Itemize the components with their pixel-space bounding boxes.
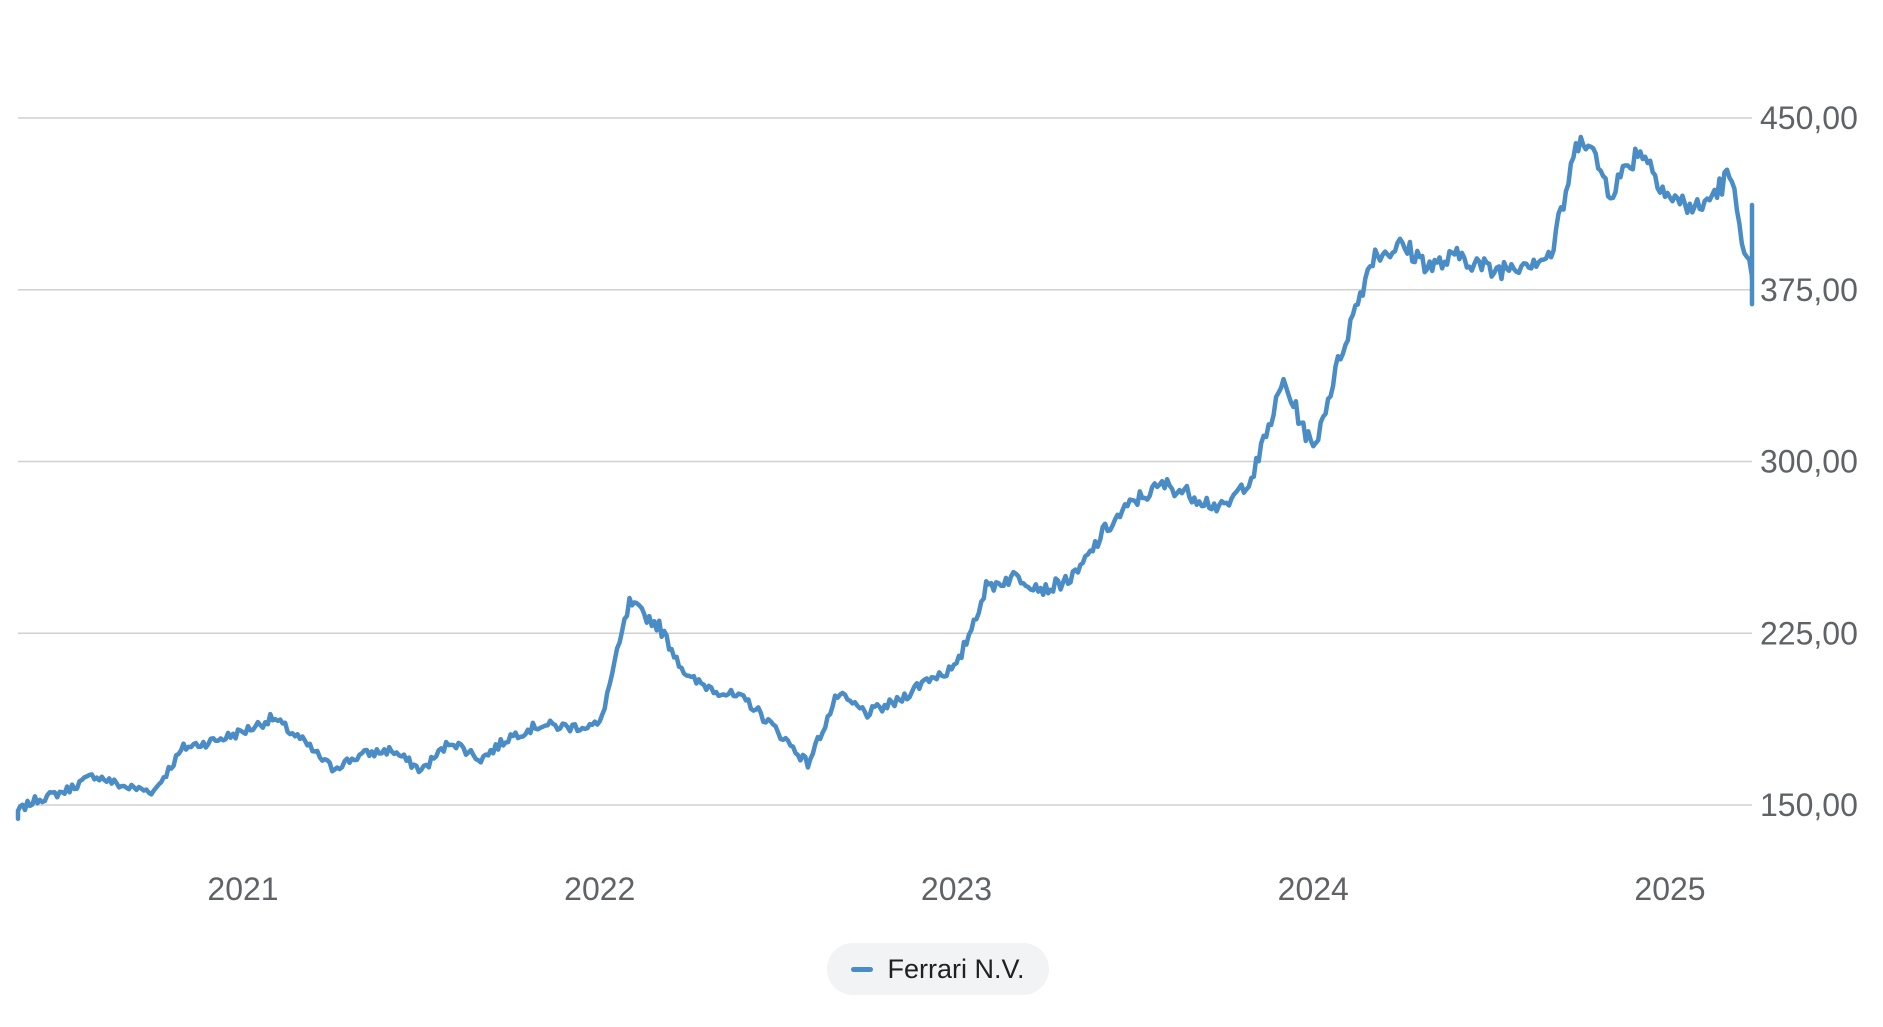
data-point	[955, 666, 959, 670]
data-point	[1728, 173, 1732, 177]
y-tick-label: 225,00	[1760, 615, 1858, 651]
data-point	[746, 700, 750, 704]
data-point	[390, 748, 394, 752]
data-point	[1757, 311, 1761, 315]
data-point	[568, 725, 572, 729]
legend-swatch	[851, 966, 874, 972]
data-point	[211, 739, 215, 743]
data-point	[182, 746, 186, 750]
data-point	[1638, 146, 1642, 150]
data-point	[984, 586, 988, 590]
data-point	[449, 739, 453, 743]
data-point	[1163, 482, 1167, 486]
series-layer	[3, 128, 1791, 822]
data-point	[806, 762, 810, 766]
data-point	[1311, 448, 1315, 452]
data-point	[1460, 253, 1464, 257]
data-point	[1549, 253, 1553, 257]
data-point	[1282, 379, 1286, 383]
data-point	[271, 716, 275, 720]
data-point	[1192, 494, 1196, 498]
data-point	[1668, 196, 1672, 200]
data-point	[360, 753, 364, 757]
data-point	[865, 711, 869, 715]
data-point	[598, 723, 602, 727]
data-point	[1014, 574, 1018, 578]
data-point	[657, 624, 661, 628]
data-point	[92, 773, 96, 777]
data-point	[1400, 244, 1404, 248]
x-tick-label: 2021	[207, 871, 278, 907]
data-point	[776, 730, 780, 734]
data-point	[241, 730, 245, 734]
data-point	[152, 789, 156, 793]
data-point	[479, 757, 483, 761]
y-tick-label: 450,00	[1760, 100, 1858, 136]
data-point	[1430, 265, 1434, 269]
data-point	[1341, 345, 1345, 349]
data-point	[717, 689, 721, 693]
data-point	[33, 798, 37, 802]
data-point	[538, 723, 542, 727]
legend-chip[interactable]: Ferrari N.V.	[827, 943, 1049, 995]
data-point	[1519, 260, 1523, 264]
data-point	[628, 602, 632, 606]
y-tick-label: 300,00	[1760, 444, 1858, 480]
legend-label: Ferrari N.V.	[887, 953, 1025, 984]
y-tick-label: 150,00	[1760, 787, 1858, 823]
y-axis: 150,00 225,00 300,00 375,00 450,00	[1760, 100, 1858, 823]
data-point	[301, 739, 305, 743]
data-point	[330, 766, 334, 770]
data-point	[1044, 588, 1048, 592]
data-point	[1490, 269, 1494, 273]
data-point	[1103, 528, 1107, 532]
x-tick-label: 2023	[921, 871, 992, 907]
data-point	[3, 817, 7, 821]
data-point	[895, 700, 899, 704]
data-point	[122, 785, 126, 789]
data-point	[1073, 574, 1077, 578]
x-tick-label: 2024	[1278, 871, 1349, 907]
data-point	[1698, 208, 1702, 212]
data-point	[925, 677, 929, 681]
data-point	[836, 693, 840, 697]
series-line-ferrari	[15, 134, 1755, 822]
data-point	[1133, 498, 1137, 502]
x-axis: 2021 2022 2023 2024 2025	[207, 871, 1705, 907]
data-point	[419, 769, 423, 773]
data-point	[1252, 471, 1256, 475]
x-tick-label: 2022	[564, 871, 635, 907]
data-point	[1579, 128, 1583, 132]
data-point	[1371, 253, 1375, 257]
data-point	[1787, 203, 1791, 207]
data-point	[1222, 508, 1226, 512]
data-point	[509, 734, 513, 738]
y-tick-label: 375,00	[1760, 272, 1858, 308]
x-tick-label: 2025	[1634, 871, 1705, 907]
gridlines	[18, 117, 1752, 806]
data-point	[687, 677, 691, 681]
data-point	[1609, 189, 1613, 193]
data-point	[63, 789, 67, 793]
